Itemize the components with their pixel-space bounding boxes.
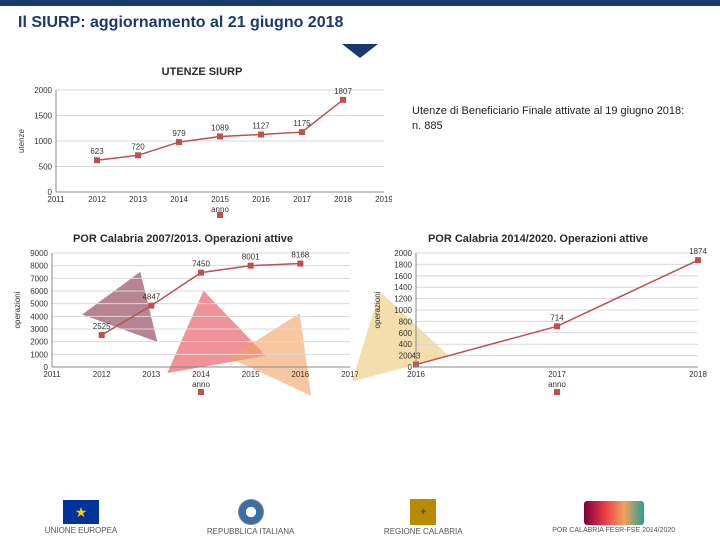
logo-it: REPUBBLICA ITALIANA bbox=[207, 499, 294, 536]
svg-text:2017: 2017 bbox=[548, 370, 566, 379]
svg-text:2011: 2011 bbox=[43, 370, 61, 379]
chart-svg: 0100020003000400050006000700080009000201… bbox=[8, 245, 358, 395]
svg-text:623: 623 bbox=[90, 147, 104, 156]
chart-utenze: UTENZE SIURP 050010001500200020112012201… bbox=[12, 66, 392, 223]
svg-text:1200: 1200 bbox=[394, 295, 412, 304]
svg-text:1175: 1175 bbox=[293, 119, 311, 128]
svg-text:1000: 1000 bbox=[394, 306, 412, 315]
svg-text:2018: 2018 bbox=[334, 195, 352, 204]
por-logo-icon bbox=[584, 501, 644, 525]
chart-title: UTENZE SIURP bbox=[12, 66, 392, 78]
svg-text:720: 720 bbox=[131, 142, 145, 151]
footer-label: UNIONE EUROPEA bbox=[45, 526, 117, 535]
svg-text:2013: 2013 bbox=[129, 195, 147, 204]
logo-regione: ✦ REGIONE CALABRIA bbox=[384, 499, 463, 536]
eu-flag-icon: ★ bbox=[63, 500, 99, 524]
svg-text:200: 200 bbox=[399, 352, 413, 361]
svg-text:2012: 2012 bbox=[88, 195, 106, 204]
footer-label: POR CALABRIA FESR-FSE 2014/2020 bbox=[552, 527, 675, 534]
svg-text:1400: 1400 bbox=[394, 283, 412, 292]
svg-text:4847: 4847 bbox=[142, 293, 160, 302]
page-title: Il SIURP: aggiornamento al 21 giugno 201… bbox=[0, 6, 720, 36]
svg-text:4000: 4000 bbox=[30, 312, 48, 321]
logo-por: POR CALABRIA FESR-FSE 2014/2020 bbox=[552, 501, 675, 534]
chart-svg: 0500100015002000201120122013201420152016… bbox=[12, 78, 392, 218]
svg-text:1800: 1800 bbox=[394, 260, 412, 269]
svg-text:1874: 1874 bbox=[689, 247, 707, 256]
svg-text:utenze: utenze bbox=[17, 128, 26, 153]
logo-eu: ★ UNIONE EUROPEA bbox=[45, 500, 117, 535]
svg-text:3000: 3000 bbox=[30, 325, 48, 334]
svg-text:anno: anno bbox=[192, 380, 210, 389]
svg-text:2000: 2000 bbox=[394, 249, 412, 258]
svg-text:8168: 8168 bbox=[291, 251, 309, 260]
svg-text:1807: 1807 bbox=[334, 87, 352, 96]
chart-title: POR Calabria 2007/2013. Operazioni attiv… bbox=[8, 233, 358, 245]
svg-text:2015: 2015 bbox=[242, 370, 260, 379]
svg-text:2016: 2016 bbox=[252, 195, 270, 204]
svg-text:2017: 2017 bbox=[293, 195, 311, 204]
svg-text:714: 714 bbox=[550, 313, 564, 322]
svg-text:1600: 1600 bbox=[394, 272, 412, 281]
svg-text:2000: 2000 bbox=[30, 338, 48, 347]
svg-text:2011: 2011 bbox=[47, 195, 65, 204]
footer-label: REGIONE CALABRIA bbox=[384, 527, 463, 536]
svg-text:400: 400 bbox=[399, 340, 413, 349]
svg-text:1000: 1000 bbox=[34, 137, 52, 146]
header-notch bbox=[342, 44, 378, 58]
chart-por1420: POR Calabria 2014/2020. Operazioni attiv… bbox=[368, 233, 708, 400]
svg-text:2012: 2012 bbox=[93, 370, 111, 379]
svg-text:1000: 1000 bbox=[30, 350, 48, 359]
svg-text:2014: 2014 bbox=[170, 195, 188, 204]
svg-text:8001: 8001 bbox=[242, 253, 260, 262]
italy-emblem-icon bbox=[238, 499, 264, 525]
svg-text:5000: 5000 bbox=[30, 300, 48, 309]
svg-text:2016: 2016 bbox=[291, 370, 309, 379]
chart-svg: 0200400600800100012001400160018002000201… bbox=[368, 245, 708, 395]
svg-text:2015: 2015 bbox=[211, 195, 229, 204]
svg-text:anno: anno bbox=[548, 380, 566, 389]
svg-text:2016: 2016 bbox=[407, 370, 425, 379]
footer: ★ UNIONE EUROPEA REPUBBLICA ITALIANA ✦ R… bbox=[0, 499, 720, 536]
svg-text:1089: 1089 bbox=[211, 123, 229, 132]
svg-text:1127: 1127 bbox=[252, 122, 270, 131]
svg-text:8000: 8000 bbox=[30, 262, 48, 271]
svg-text:9000: 9000 bbox=[30, 249, 48, 258]
svg-text:operazioni: operazioni bbox=[373, 291, 382, 328]
footer-label: REPUBBLICA ITALIANA bbox=[207, 527, 294, 536]
svg-text:800: 800 bbox=[399, 317, 413, 326]
calabria-emblem-icon: ✦ bbox=[410, 499, 436, 525]
svg-text:2525: 2525 bbox=[93, 322, 111, 331]
svg-text:2013: 2013 bbox=[142, 370, 160, 379]
svg-text:2000: 2000 bbox=[34, 86, 52, 95]
chart-por0713: POR Calabria 2007/2013. Operazioni attiv… bbox=[8, 233, 358, 400]
svg-text:2014: 2014 bbox=[192, 370, 210, 379]
chart-title: POR Calabria 2014/2020. Operazioni attiv… bbox=[368, 233, 708, 245]
svg-text:979: 979 bbox=[172, 129, 186, 138]
svg-text:7000: 7000 bbox=[30, 274, 48, 283]
svg-text:1500: 1500 bbox=[34, 112, 52, 121]
svg-text:2018: 2018 bbox=[689, 370, 707, 379]
svg-text:2019: 2019 bbox=[375, 195, 392, 204]
caption-text: Utenze di Beneficiario Finale attivate a… bbox=[412, 104, 692, 134]
svg-text:2017: 2017 bbox=[341, 370, 358, 379]
svg-text:6000: 6000 bbox=[30, 287, 48, 296]
svg-text:500: 500 bbox=[39, 163, 53, 172]
svg-text:operazioni: operazioni bbox=[13, 291, 22, 328]
svg-text:7450: 7450 bbox=[192, 260, 210, 269]
svg-text:600: 600 bbox=[399, 329, 413, 338]
